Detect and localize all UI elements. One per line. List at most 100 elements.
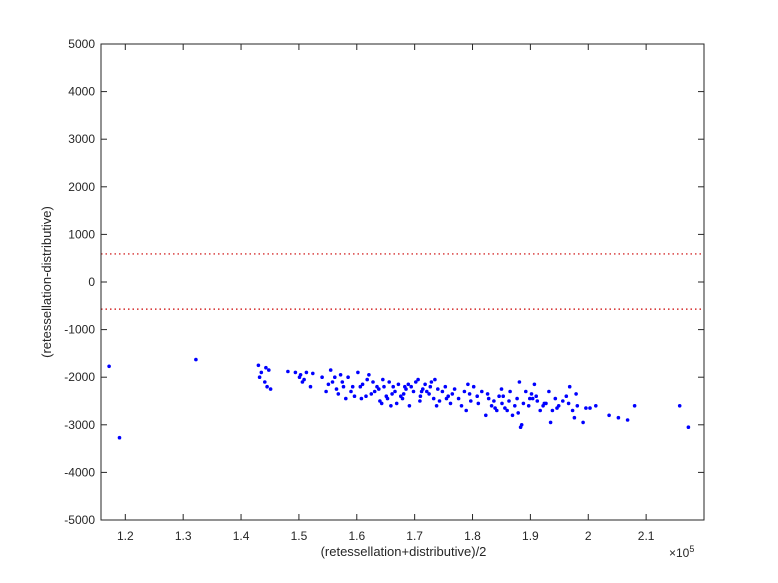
data-point [371, 380, 375, 384]
data-point [293, 370, 298, 375]
data-point [501, 394, 506, 399]
data-point [346, 375, 350, 380]
data-point [492, 399, 496, 403]
data-point [391, 384, 396, 389]
y-axis-ticks: -5000 -4000 -3000 -2000 -1000 0 1000 2000 3000 40… [64, 37, 704, 527]
data-point [267, 368, 271, 372]
data-point [500, 401, 504, 406]
data-point [359, 396, 364, 401]
data-point [459, 404, 464, 408]
data-point [528, 396, 532, 401]
data-point [423, 382, 427, 387]
data-point [356, 370, 360, 375]
data-point [513, 404, 517, 408]
reference-lines [101, 253, 704, 310]
data-point [555, 406, 559, 410]
data-point [524, 389, 528, 394]
data-point [505, 408, 510, 413]
data-point [607, 413, 611, 418]
data-point [434, 404, 439, 408]
data-point [625, 418, 630, 422]
x-tick-label: 1.5 [291, 529, 308, 543]
data-point [268, 387, 273, 391]
data-point [503, 406, 507, 410]
data-point [456, 396, 461, 401]
x-axis-ticks: 1.2 1.3 1.4 1.5 1.6 1.7 1.8 1.9 2 2.1 [117, 44, 655, 543]
data-point [469, 399, 473, 403]
x-tick-label: 2.1 [638, 529, 655, 543]
data-point [300, 380, 305, 384]
data-point [566, 401, 571, 406]
x-tick-label: 1.9 [522, 529, 539, 543]
data-point [448, 401, 453, 406]
data-point [518, 425, 523, 430]
data-point [532, 382, 537, 387]
x-axis-exponent: ×105 [669, 544, 694, 560]
data-point [437, 399, 442, 403]
data-point [440, 389, 445, 394]
y-tick-label: -2000 [64, 370, 95, 384]
data-point [416, 377, 420, 382]
data-point [328, 368, 333, 372]
data-point [419, 389, 424, 394]
data-point [471, 384, 476, 389]
data-point [338, 373, 343, 377]
data-point [407, 404, 412, 408]
data-point [265, 384, 269, 389]
data-point [452, 387, 457, 391]
data-point [401, 392, 406, 396]
data-point [418, 399, 422, 403]
data-point [574, 392, 578, 396]
data-point [508, 389, 512, 394]
data-point [107, 364, 111, 369]
x-tick-label: 1.6 [348, 529, 365, 543]
data-point [390, 392, 394, 396]
data-point [516, 411, 520, 415]
data-point [352, 394, 357, 399]
data-point [493, 406, 497, 410]
data-point [436, 387, 440, 391]
y-tick-label: 5000 [68, 37, 95, 51]
data-point [320, 375, 324, 380]
x-tick-label: 1.8 [464, 529, 481, 543]
data-point [411, 389, 416, 394]
data-point [333, 375, 337, 380]
data-point [594, 404, 598, 408]
data-point [389, 404, 393, 408]
data-point [530, 396, 535, 401]
data-point [570, 408, 575, 413]
data-point [433, 377, 437, 382]
data-point [117, 435, 122, 440]
data-point [365, 377, 370, 382]
plot-frame [100, 43, 705, 521]
data-point [308, 384, 313, 389]
data-point [686, 425, 691, 430]
data-point [534, 394, 538, 399]
data-point [369, 392, 374, 396]
data-point [550, 408, 555, 413]
x-tick-label: 1.3 [175, 529, 192, 543]
data-point [581, 420, 585, 425]
data-point [367, 373, 371, 377]
x-tick-label: 2 [585, 529, 592, 543]
data-points [107, 357, 691, 440]
data-point [467, 392, 472, 396]
data-point [450, 392, 455, 396]
data-point [553, 396, 558, 401]
data-point [475, 394, 480, 399]
data-point [409, 384, 414, 389]
data-point [382, 384, 386, 389]
data-point [632, 404, 637, 408]
data-point [486, 396, 491, 401]
data-point [298, 373, 303, 377]
y-tick-label: 0 [88, 275, 95, 289]
data-point [394, 401, 399, 406]
data-point [377, 387, 381, 391]
data-point [311, 371, 315, 376]
data-point [443, 384, 448, 389]
data-point [257, 375, 262, 380]
data-point [324, 389, 328, 394]
y-tick-label: -3000 [64, 418, 95, 432]
data-point [444, 396, 449, 401]
data-point [334, 387, 339, 391]
